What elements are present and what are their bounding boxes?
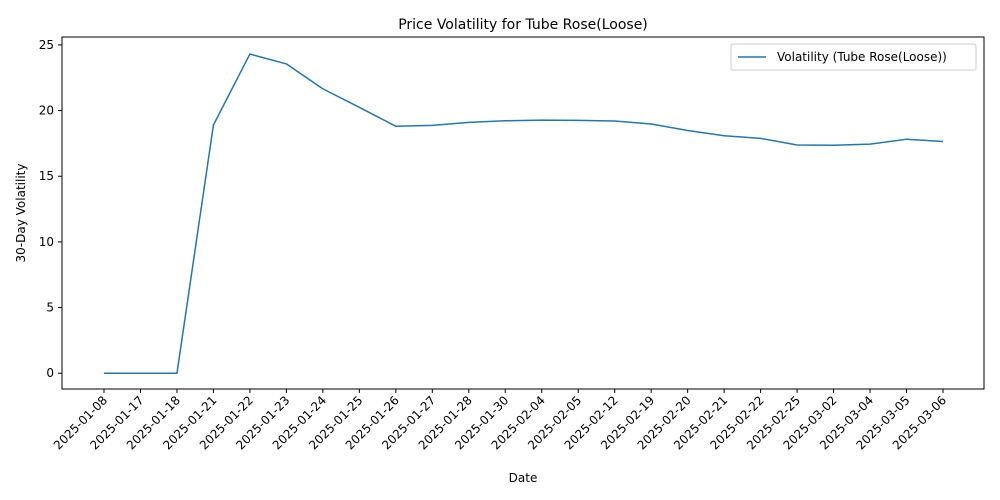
data-point bbox=[209, 121, 217, 129]
data-point bbox=[355, 103, 363, 111]
data-point bbox=[866, 140, 874, 148]
legend-label: Volatility (Tube Rose(Loose)) bbox=[777, 50, 947, 64]
x-axis-title: Date bbox=[509, 471, 538, 485]
series-layer bbox=[100, 50, 947, 377]
data-point bbox=[282, 60, 290, 68]
y-tick-label: 10 bbox=[39, 235, 54, 249]
data-point bbox=[574, 116, 582, 124]
data-point bbox=[428, 121, 436, 129]
data-point bbox=[392, 122, 400, 130]
y-tick-label: 5 bbox=[46, 301, 54, 315]
y-tick-label: 15 bbox=[39, 169, 54, 183]
data-point bbox=[246, 50, 254, 58]
data-point bbox=[538, 116, 546, 124]
legend-box bbox=[730, 43, 977, 71]
data-point bbox=[173, 369, 181, 377]
data-point bbox=[611, 117, 619, 125]
data-point bbox=[465, 118, 473, 126]
data-point bbox=[720, 132, 728, 140]
data-point bbox=[757, 134, 765, 142]
data-point bbox=[647, 120, 655, 128]
y-tick-label: 0 bbox=[46, 366, 54, 380]
legend: Volatility (Tube Rose(Loose)) bbox=[730, 43, 977, 71]
data-point bbox=[136, 369, 144, 377]
y-axis: 0 5 10 15 20 25 bbox=[39, 38, 62, 380]
data-point bbox=[501, 117, 509, 125]
data-point bbox=[939, 138, 947, 146]
y-tick-label: 25 bbox=[39, 38, 54, 52]
data-point bbox=[100, 369, 108, 377]
y-axis-title: 30-Day Volatility bbox=[14, 164, 28, 263]
data-point bbox=[830, 141, 838, 149]
data-point bbox=[793, 141, 801, 149]
data-point bbox=[903, 135, 911, 143]
chart-title: Price Volatility for Tube Rose(Loose) bbox=[398, 17, 648, 33]
series-line-0 bbox=[104, 53, 944, 374]
x-axis: 2025-01-082025-01-172025-01-182025-01-21… bbox=[51, 389, 949, 452]
data-point bbox=[319, 85, 327, 93]
y-tick-label: 20 bbox=[39, 104, 54, 118]
data-point bbox=[684, 127, 692, 135]
plot-area bbox=[61, 36, 985, 390]
